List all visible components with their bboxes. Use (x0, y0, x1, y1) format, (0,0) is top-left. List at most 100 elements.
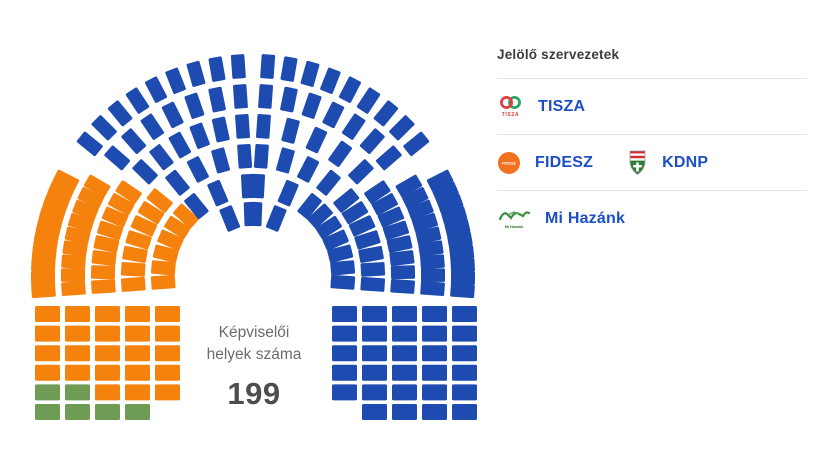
seat[interactable] (137, 201, 165, 225)
seat[interactable] (341, 113, 366, 140)
seat[interactable] (62, 240, 88, 257)
seat[interactable] (362, 325, 387, 342)
seat[interactable] (362, 404, 387, 420)
seat[interactable] (360, 276, 386, 292)
seat[interactable] (65, 306, 90, 322)
seat[interactable] (422, 404, 447, 420)
seat[interactable] (31, 244, 57, 261)
seat[interactable] (277, 179, 299, 207)
seat[interactable] (125, 325, 150, 342)
seat[interactable] (95, 325, 120, 342)
seat[interactable] (362, 345, 387, 362)
seat[interactable] (452, 404, 477, 420)
seat[interactable] (358, 245, 384, 264)
seat[interactable] (362, 384, 387, 401)
seat[interactable] (281, 117, 300, 144)
seat[interactable] (253, 143, 269, 169)
seat[interactable] (122, 245, 148, 264)
seat[interactable] (297, 156, 320, 184)
seat[interactable] (371, 193, 399, 216)
seat[interactable] (403, 131, 430, 157)
seat[interactable] (208, 86, 226, 113)
seat[interactable] (327, 244, 354, 263)
seat[interactable] (373, 100, 399, 127)
seat[interactable] (392, 404, 417, 420)
seat[interactable] (95, 306, 120, 322)
seat[interactable] (157, 229, 184, 251)
seat[interactable] (386, 235, 413, 253)
seat[interactable] (35, 345, 60, 362)
seat[interactable] (315, 215, 342, 240)
seat[interactable] (450, 283, 475, 299)
seat[interactable] (149, 144, 174, 171)
seat[interactable] (146, 188, 173, 214)
seat[interactable] (332, 345, 357, 362)
seat[interactable] (35, 325, 60, 342)
seat[interactable] (132, 159, 159, 185)
seat[interactable] (35, 364, 60, 381)
seat[interactable] (97, 220, 124, 241)
seat[interactable] (422, 306, 447, 322)
seat[interactable] (95, 345, 120, 362)
seat[interactable] (91, 115, 118, 141)
seat[interactable] (432, 181, 459, 203)
seat[interactable] (163, 215, 191, 240)
seat[interactable] (90, 265, 116, 280)
seat[interactable] (31, 258, 56, 273)
seat[interactable] (77, 187, 105, 210)
seat[interactable] (320, 67, 341, 94)
seat[interactable] (362, 364, 387, 381)
seat[interactable] (348, 215, 376, 237)
seat[interactable] (248, 201, 263, 227)
seat[interactable] (422, 345, 447, 362)
seat[interactable] (108, 193, 136, 216)
seat[interactable] (392, 325, 417, 342)
seat[interactable] (444, 218, 471, 238)
seat[interactable] (189, 122, 210, 149)
seat[interactable] (300, 60, 320, 87)
seat[interactable] (420, 268, 446, 283)
seat[interactable] (91, 278, 116, 294)
seat[interactable] (422, 325, 447, 342)
seat[interactable] (332, 364, 357, 381)
seat[interactable] (390, 278, 415, 294)
seat[interactable] (359, 128, 385, 155)
seat[interactable] (452, 384, 477, 401)
seat[interactable] (76, 131, 103, 157)
seat[interactable] (297, 192, 323, 220)
seat[interactable] (125, 345, 150, 362)
seat[interactable] (125, 230, 152, 250)
seat[interactable] (356, 87, 381, 114)
seat[interactable] (115, 180, 142, 205)
seat[interactable] (125, 364, 150, 381)
seat[interactable] (392, 306, 417, 322)
seat[interactable] (172, 203, 199, 229)
seat[interactable] (395, 174, 423, 198)
seat[interactable] (250, 173, 266, 199)
seat[interactable] (322, 101, 345, 129)
seat[interactable] (64, 226, 91, 245)
seat[interactable] (449, 244, 475, 261)
seat[interactable] (332, 306, 357, 322)
seat[interactable] (150, 260, 176, 276)
seat[interactable] (354, 230, 381, 250)
seat[interactable] (42, 193, 69, 214)
seat[interactable] (155, 325, 180, 342)
seat[interactable] (316, 169, 342, 196)
seat[interactable] (155, 306, 180, 322)
seat[interactable] (65, 384, 90, 401)
seat[interactable] (232, 84, 248, 109)
seat[interactable] (426, 169, 454, 192)
seat[interactable] (208, 56, 226, 82)
seat[interactable] (219, 205, 241, 232)
seat[interactable] (437, 193, 464, 214)
seat[interactable] (47, 181, 74, 203)
seat[interactable] (330, 274, 356, 290)
seat[interactable] (362, 306, 387, 322)
seat[interactable] (186, 156, 209, 184)
seat[interactable] (375, 145, 402, 171)
seat[interactable] (155, 345, 180, 362)
party-name-fidesz[interactable]: FIDESZ (535, 153, 594, 171)
seat[interactable] (420, 254, 445, 270)
seat[interactable] (389, 115, 416, 142)
